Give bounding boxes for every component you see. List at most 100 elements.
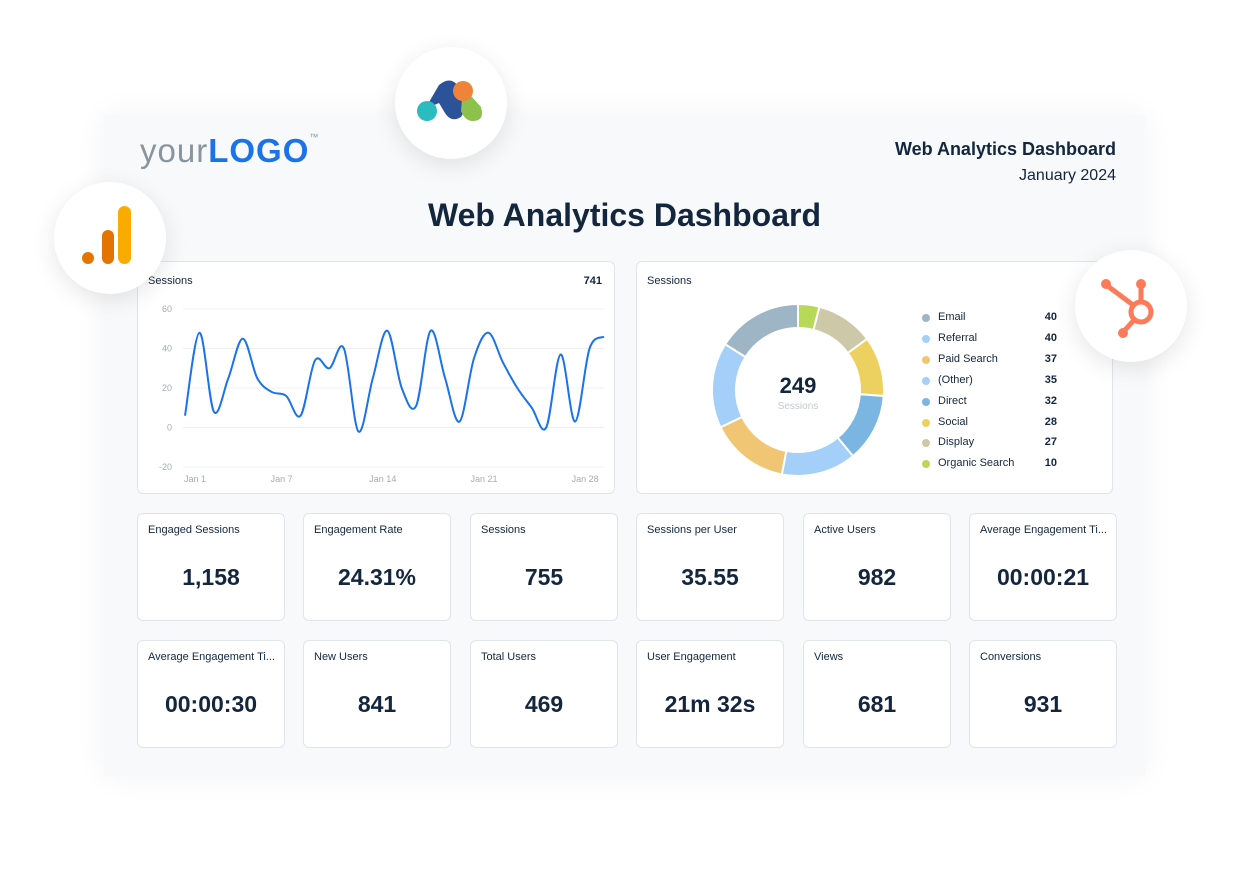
kpi-value: 24.31% — [337, 564, 416, 590]
sessions-total: 741 — [583, 275, 602, 287]
x-tick-label: Jan 21 — [470, 474, 497, 484]
kpi-value: 982 — [857, 564, 897, 590]
legend-item: Display 27 — [922, 435, 1057, 451]
legend-label: (Other) — [938, 373, 973, 386]
kpi-card: Engagement Rate 24.31% — [303, 513, 451, 621]
google-analytics-icon — [82, 206, 131, 264]
sessions-series-line — [184, 329, 605, 433]
legend-label: Display — [938, 436, 975, 449]
legend-label: Organic Search — [938, 457, 1015, 470]
kpi-card: Average Engagement Ti... 00:00:21 — [969, 513, 1117, 621]
legend-swatch — [922, 314, 930, 322]
sessions-line-chart: 60 40 20 0 -20 Jan 1 Jan 7 Jan 14 Jan 21 Jan 28 — [159, 304, 605, 484]
legend-item: (Other) 35 — [922, 373, 1057, 389]
card-title: Sessions — [148, 275, 193, 287]
legend-value: 35 — [1044, 373, 1057, 386]
legend-value: 10 — [1044, 457, 1057, 470]
kpi-value: 1,158 — [182, 564, 240, 590]
donut-slice-email — [723, 302, 799, 359]
legend-item: Email 40 — [922, 310, 1057, 326]
kpi-label: Sessions — [481, 524, 526, 536]
x-tick-label: Jan 14 — [369, 474, 396, 484]
kpi-card: Conversions 931 — [969, 640, 1117, 748]
kpi-card: Total Users 469 — [470, 640, 618, 748]
legend-item: Referral 40 — [922, 331, 1057, 347]
kpi-value: 755 — [524, 564, 564, 590]
kpi-card: New Users 841 — [303, 640, 451, 748]
legend-swatch — [922, 439, 930, 448]
google-analytics-badge — [54, 182, 166, 294]
legend-item: Paid Search 37 — [922, 352, 1057, 368]
legend-label: Email — [938, 311, 966, 323]
kpi-label: Views — [814, 651, 844, 663]
kpi-value: 21m 32s — [664, 691, 756, 717]
y-tick-label: 0 — [167, 423, 172, 433]
y-tick-label: 40 — [162, 344, 172, 354]
brand-logo: yourLOGO™ — [140, 132, 319, 170]
kpi-card: Sessions per User 35.55 — [636, 513, 784, 621]
kpi-card: Engaged Sessions 1,158 — [137, 513, 285, 621]
logo-tm: ™ — [309, 132, 320, 142]
kpi-card: Views 681 — [803, 640, 951, 748]
kpi-card: User Engagement 21m 32s — [636, 640, 784, 748]
sessions-line-card: Sessions 741 60 40 20 0 -20 Jan 1 Jan 7 Jan 14 J… — [137, 261, 615, 494]
sessions-donut-chart — [711, 302, 885, 477]
y-tick-label: 20 — [162, 383, 172, 393]
legend-label: Referral — [938, 331, 978, 344]
agency-analytics-icon — [417, 80, 482, 121]
report-date: January 2024 — [1019, 167, 1116, 184]
x-tick-label: Jan 1 — [184, 474, 206, 484]
logo-text-bold: LOGO — [208, 132, 310, 169]
kpi-value: 681 — [857, 691, 897, 717]
kpi-value: 35.55 — [681, 564, 739, 590]
legend-value: 27 — [1044, 436, 1057, 449]
donut-slice-paid-search — [719, 415, 788, 476]
page-title: Web Analytics Dashboard — [428, 197, 821, 233]
hubspot-badge — [1075, 250, 1187, 362]
logo-text-light: your — [140, 132, 209, 169]
legend-swatch — [922, 460, 930, 469]
legend-swatch — [922, 418, 930, 427]
hubspot-icon — [1101, 279, 1154, 338]
legend-swatch — [922, 334, 930, 343]
legend-label: Social — [938, 415, 968, 428]
kpi-label: Conversions — [980, 651, 1042, 663]
legend-value: 37 — [1044, 352, 1057, 365]
kpi-value: 841 — [357, 691, 397, 717]
report-header: Web Analytics Dashboard January 2024 — [895, 139, 1116, 185]
x-tick-label: Jan 7 — [271, 474, 293, 484]
kpi-label: Average Engagement Ti... — [148, 651, 275, 663]
donut-center-value: 249 — [779, 373, 817, 398]
legend-item: Social 28 — [922, 415, 1057, 431]
legend-label: Direct — [938, 394, 967, 407]
kpi-label: Average Engagement Ti... — [980, 524, 1107, 536]
report-title: Web Analytics Dashboard — [894, 139, 1116, 159]
donut-slice-other — [780, 436, 855, 477]
legend-value: 28 — [1044, 415, 1057, 428]
legend-label: Paid Search — [938, 352, 998, 365]
card-title: Sessions — [647, 275, 692, 287]
legend-value: 40 — [1044, 311, 1057, 323]
legend-item: Organic Search 10 — [922, 456, 1057, 472]
y-tick-label: 60 — [162, 304, 172, 314]
kpi-card: Sessions 755 — [470, 513, 618, 621]
legend-value: 40 — [1044, 331, 1057, 344]
kpi-label: Active Users — [814, 524, 876, 536]
agency-analytics-badge — [395, 47, 507, 159]
donut-center-label: Sessions — [777, 401, 819, 412]
legend-item: Direct 32 — [922, 394, 1057, 410]
legend-swatch — [922, 355, 930, 364]
kpi-label: User Engagement — [647, 651, 736, 663]
donut-slice-referral — [711, 342, 747, 429]
legend-value: 32 — [1044, 394, 1057, 407]
legend-swatch — [922, 397, 930, 406]
kpi-value: 00:00:21 — [996, 564, 1090, 590]
kpi-value: 00:00:30 — [164, 691, 258, 717]
kpi-label: Total Users — [481, 651, 537, 663]
y-tick-label: -20 — [159, 462, 172, 472]
kpi-label: Engagement Rate — [314, 524, 403, 536]
x-tick-label: Jan 28 — [572, 474, 599, 484]
kpi-label: Sessions per User — [647, 524, 737, 536]
kpi-label: Engaged Sessions — [148, 524, 240, 536]
kpi-value: 469 — [524, 691, 564, 717]
